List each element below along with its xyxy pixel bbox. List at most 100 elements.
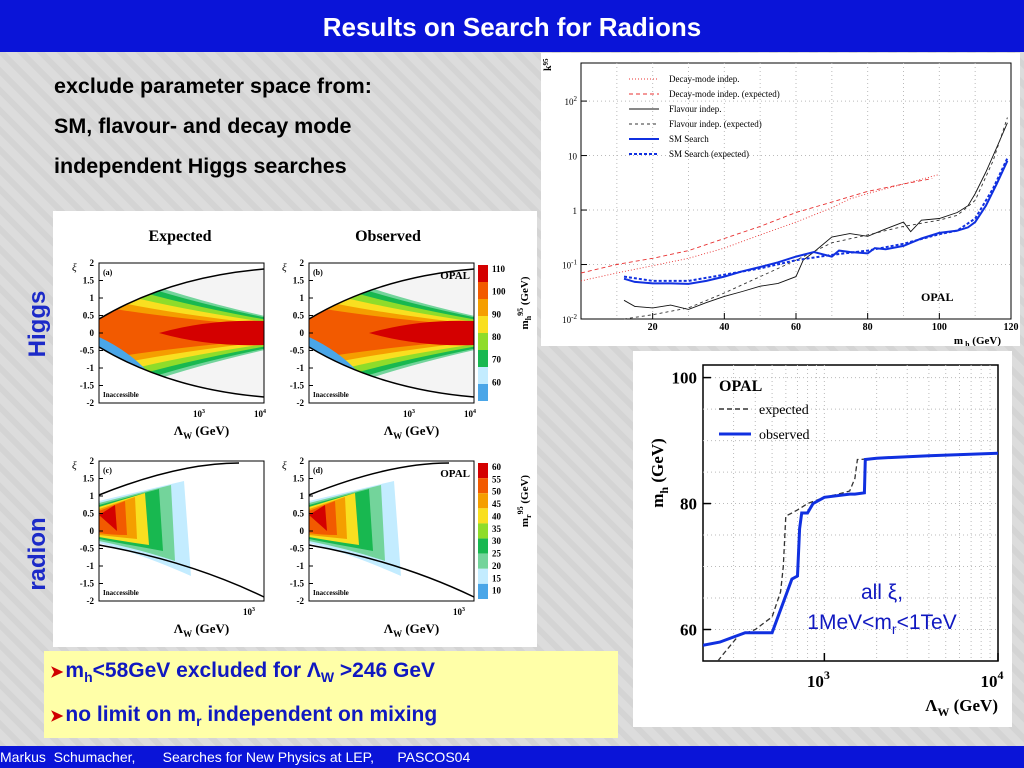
color-scale-cell bbox=[478, 299, 488, 316]
x-axis-label-part: Λ bbox=[174, 423, 184, 438]
y-tick-label: 2 bbox=[300, 456, 305, 466]
y-tick-label: 1.5 bbox=[83, 276, 95, 286]
contour-core bbox=[159, 320, 264, 346]
color-scale-tick: 70 bbox=[492, 355, 502, 365]
y-tick-label: 0 bbox=[90, 526, 95, 536]
col-title-expected: Expected bbox=[148, 228, 211, 245]
series-line-2 bbox=[580, 178, 933, 274]
x-axis-label-part: (GeV) bbox=[402, 621, 439, 636]
x-tick-label-part: 10 bbox=[464, 409, 474, 419]
x-tick-label-part: 10 bbox=[453, 607, 463, 617]
legend-label: Decay-mode indep. (expected) bbox=[669, 89, 780, 99]
y-tick-label: -0.5 bbox=[290, 544, 305, 554]
contour-panel-c: (c) Inaccessible 2 1.5 1 0.5 0 -0.5 -1 -1.5 -2 ξ 103… bbox=[72, 456, 265, 639]
y-tick-label-part: 10 bbox=[562, 315, 572, 325]
color-scale-tick: 20 bbox=[492, 561, 502, 571]
x-axis-label: ΛW (GeV) bbox=[925, 696, 998, 719]
x-tick-label: 100 bbox=[932, 322, 947, 333]
y-tick-label: -2 bbox=[87, 398, 95, 408]
x-tick-label-part: 10 bbox=[254, 409, 264, 419]
bullet-1-text-a: m bbox=[65, 659, 85, 682]
x-tick-label: 120 bbox=[1004, 322, 1019, 333]
x-axis-label-part: W bbox=[183, 629, 192, 639]
x-tick-label: 20 bbox=[648, 322, 658, 333]
color-scale-label: mh95 (GeV) bbox=[516, 276, 533, 329]
bullet-1-text-c: >246 GeV bbox=[334, 659, 436, 682]
x-axis-label-part: (GeV) bbox=[402, 423, 439, 438]
inaccessible-region bbox=[309, 347, 474, 403]
y-tick-label-part: 10 bbox=[565, 97, 575, 107]
inaccessible-region bbox=[99, 263, 264, 319]
y-tick-label: 1 bbox=[90, 293, 95, 303]
color-scale-cell bbox=[478, 265, 488, 282]
y-tick-label: 80 bbox=[680, 495, 697, 514]
x-tick-label-part: 3 bbox=[462, 607, 465, 613]
legend-label: SM Search (expected) bbox=[669, 149, 749, 159]
x-axis-label: ΛW (GeV) bbox=[384, 621, 440, 639]
x-axis-label-part: W bbox=[937, 705, 949, 719]
y-tick-label: -1.5 bbox=[80, 579, 95, 589]
intro-line-2: SM, flavour- and decay mode bbox=[54, 114, 352, 138]
y-tick-label: 0 bbox=[90, 328, 95, 338]
y-axis-label-part: (GeV) bbox=[648, 438, 667, 487]
color-scale-cell bbox=[478, 523, 488, 539]
series-line-observed bbox=[703, 451, 998, 647]
boundary-curve bbox=[98, 462, 240, 496]
y-tick-label: 1.5 bbox=[293, 474, 305, 484]
y-tick-label: -1 bbox=[297, 363, 305, 373]
y-tick-label: 1 bbox=[90, 491, 95, 501]
annotation-line-2: 1MeV<mr<1TeV bbox=[770, 608, 994, 644]
color-scale-label-part: m bbox=[519, 320, 531, 329]
color-scale-tick: 80 bbox=[492, 332, 502, 342]
bullet-2-text-a: no limit on m bbox=[65, 703, 197, 726]
legend-label: Flavour indep. (expected) bbox=[669, 119, 762, 129]
bullet-1-lambda: Λ bbox=[306, 659, 321, 682]
panel-tag: (d) bbox=[313, 466, 323, 475]
color-scale-label-part: r bbox=[524, 514, 533, 518]
y-tick-label: -1 bbox=[297, 561, 305, 571]
color-scale-tick: 90 bbox=[492, 309, 502, 319]
y-tick-label: 1.5 bbox=[293, 276, 305, 286]
x-tick-label-part: 3 bbox=[202, 409, 205, 415]
opal-label: OPAL bbox=[719, 378, 762, 395]
bullet-1-text-b: <58GeV excluded for bbox=[92, 659, 307, 682]
boundary-curve bbox=[98, 268, 265, 320]
y-tick-label: 1 bbox=[300, 293, 305, 303]
x-axis-label: ΛW (GeV) bbox=[174, 621, 230, 639]
color-scale-tick: 110 bbox=[492, 264, 506, 274]
color-scale-tick: 40 bbox=[492, 511, 502, 521]
inaccessible-label: Inaccessible bbox=[313, 391, 349, 399]
bullet-1-sub-w: W bbox=[320, 669, 335, 686]
color-scale-cell bbox=[478, 538, 488, 554]
y-tick-label: 0 bbox=[300, 526, 305, 536]
x-axis-label: m h (GeV) bbox=[954, 335, 1001, 346]
bullet-2: ➤no limit on mr independent on mixing bbox=[50, 703, 437, 729]
color-scale-tick: 45 bbox=[492, 499, 502, 509]
series-line-4 bbox=[623, 117, 1008, 320]
y-tick-label: 1 bbox=[573, 206, 578, 216]
y-axis-label: k95 bbox=[542, 58, 554, 71]
annotation-mr-text: 1MeV<m bbox=[807, 611, 892, 634]
y-tick-label: 102 bbox=[565, 95, 578, 107]
y-tick-label-part: 1 bbox=[573, 206, 578, 216]
bullet-1: ➤mh<58GeV excluded for ΛW >246 GeV bbox=[50, 659, 435, 685]
coupling-limit-chart: 102 10 1 10-1 10-2 20 40 60 80 100 120 m h (GeV) k95… bbox=[541, 53, 1020, 349]
y-tick-label: 2 bbox=[300, 258, 305, 268]
inaccessible-region bbox=[99, 347, 264, 403]
boundary-curve bbox=[98, 544, 265, 598]
x-axis-label-part: W bbox=[183, 431, 192, 441]
legend-label: SM Search bbox=[669, 134, 709, 144]
y-tick-label: 60 bbox=[680, 621, 697, 640]
side-label-radion: radion bbox=[24, 517, 51, 591]
intro-line-1: exclude parameter space from: bbox=[54, 74, 372, 98]
boundary-curve bbox=[308, 544, 475, 598]
y-tick-label-part: -1 bbox=[571, 259, 577, 267]
y-tick-label: 1.5 bbox=[83, 474, 95, 484]
color-scale-cell bbox=[478, 316, 488, 333]
xi-axis-label: ξ bbox=[72, 460, 77, 472]
x-axis-label-part: Λ bbox=[174, 621, 184, 636]
contour-core bbox=[369, 320, 474, 346]
annotation-line-1: all ξ, bbox=[860, 581, 904, 604]
panel-tag: (b) bbox=[313, 268, 323, 277]
y-axis-label: mh (GeV) bbox=[648, 438, 671, 507]
